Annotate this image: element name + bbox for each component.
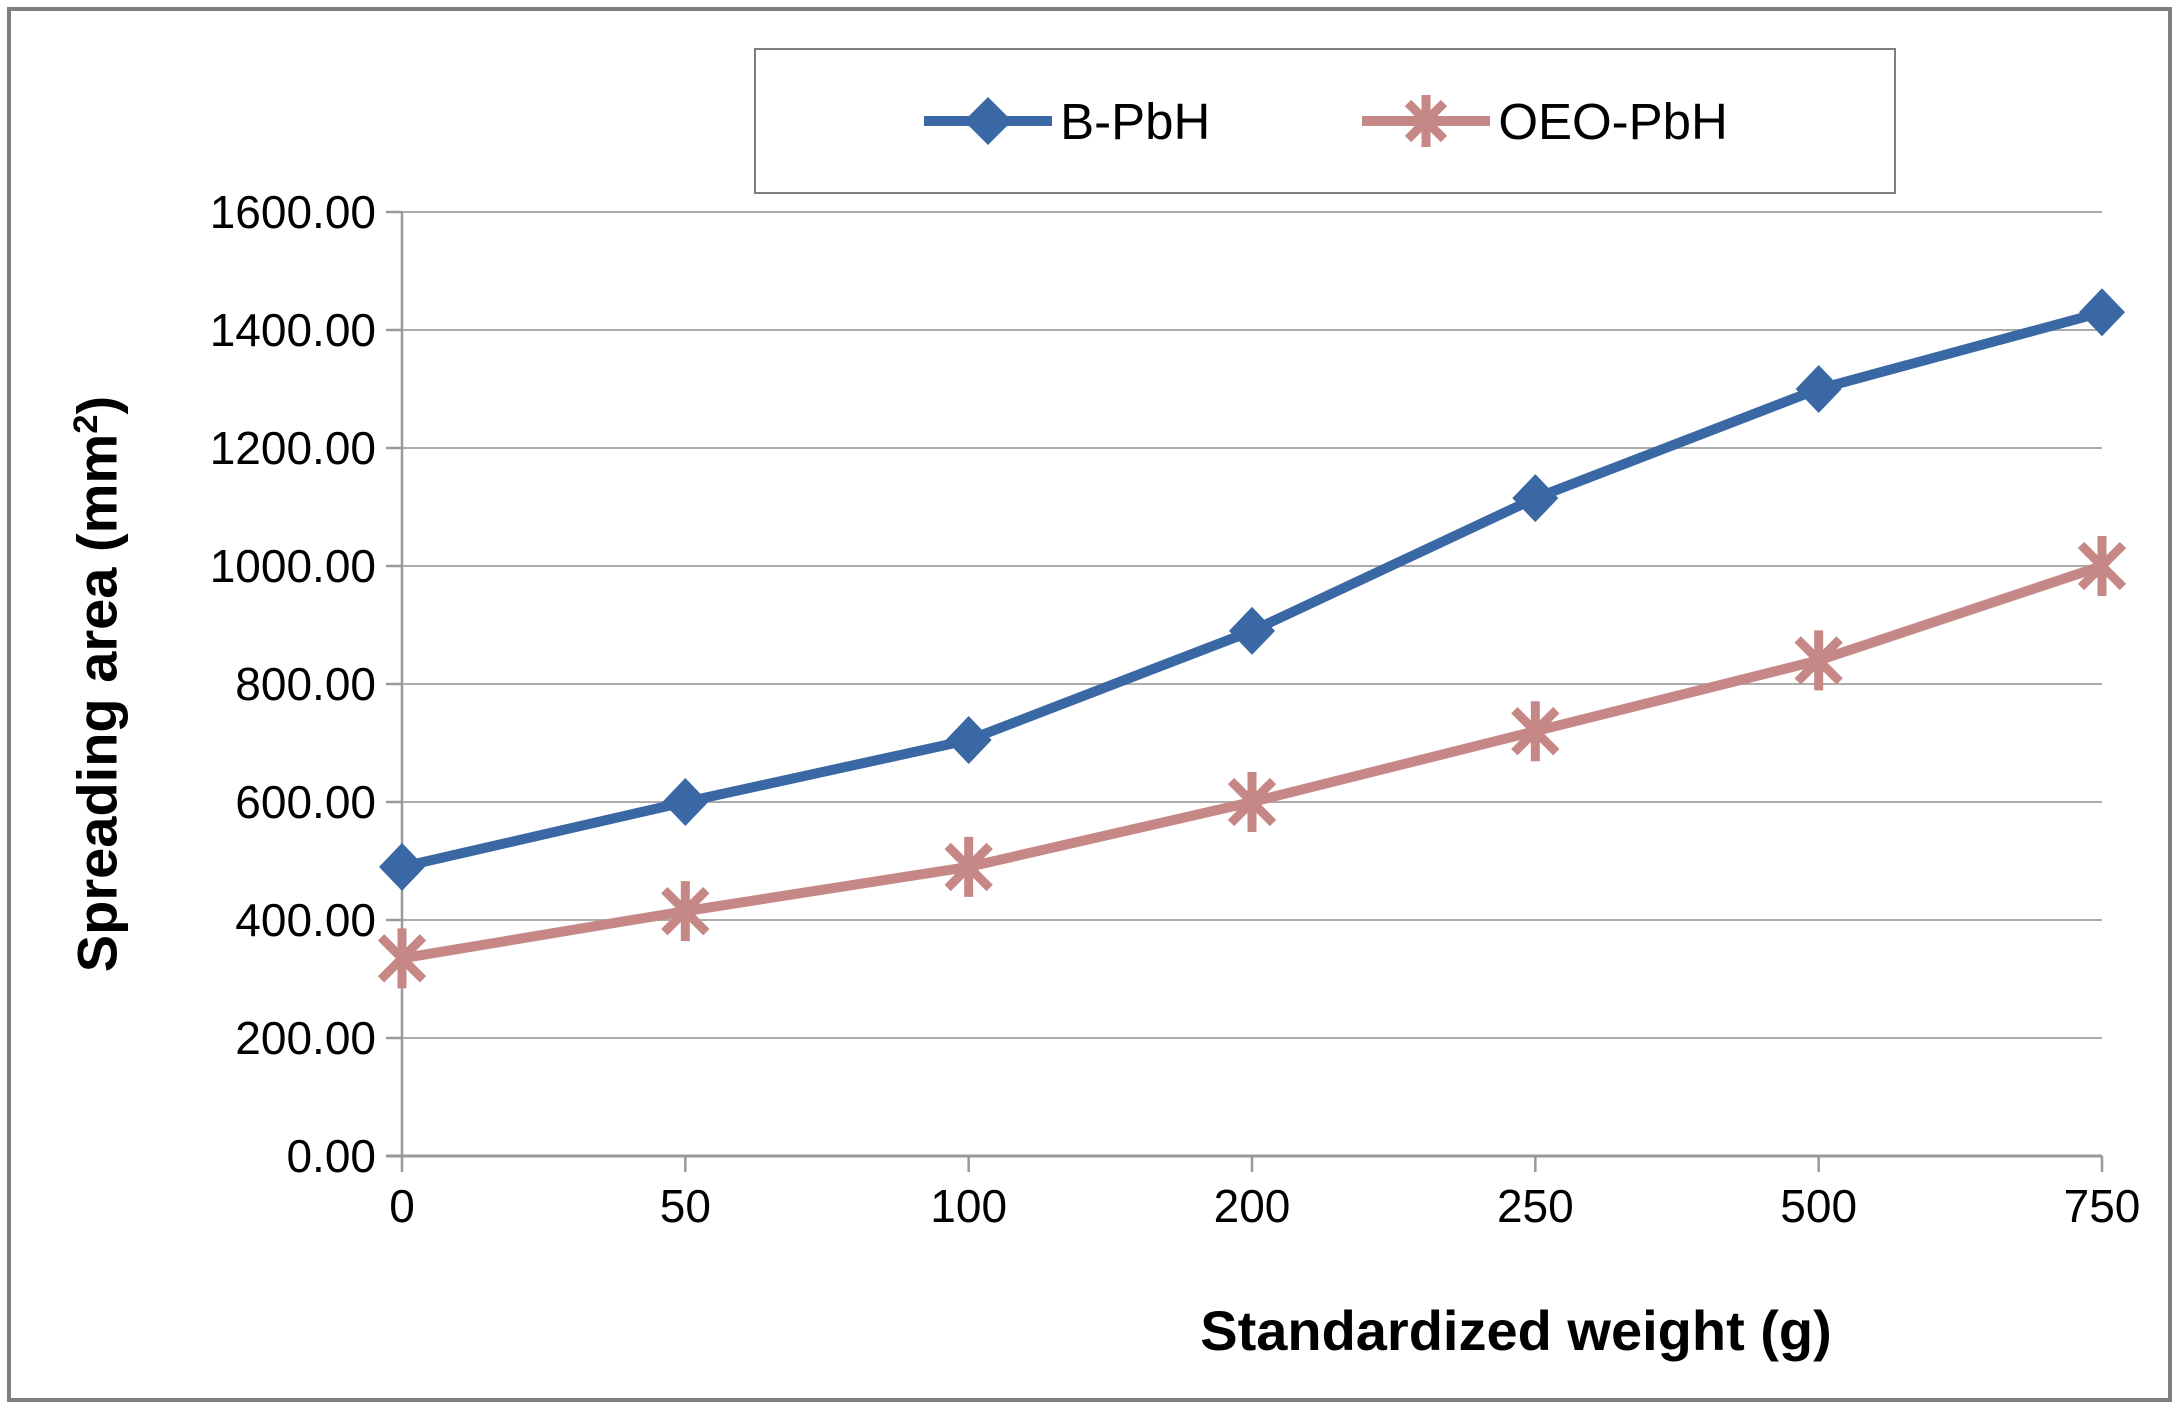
y-tick-label: 0.00 — [286, 1130, 376, 1182]
legend-entry-b-pbh[interactable]: B-PbH — [922, 89, 1210, 153]
data-point-marker-b-pbh — [379, 842, 425, 891]
data-point-marker-oeo-pbh — [2077, 536, 2127, 596]
y-tick-label: 1000.00 — [210, 540, 376, 592]
legend-label-b-pbh: B-PbH — [1060, 92, 1211, 150]
y-axis-title: Spreading area (mm2) — [65, 395, 129, 973]
x-tick-label: 100 — [930, 1180, 1007, 1232]
y-tick-label: 400.00 — [235, 894, 376, 946]
figure-border — [7, 7, 2172, 1402]
legend-label-oeo-pbh: OEO-PbH — [1498, 92, 1728, 150]
x-tick-label: 50 — [660, 1180, 711, 1232]
x-tick-label: 750 — [2064, 1180, 2141, 1232]
y-tick-label: 200.00 — [235, 1012, 376, 1064]
legend: B-PbH OEO-PbH — [754, 48, 1896, 194]
x-tick-label: 0 — [389, 1180, 415, 1232]
data-point-marker-oeo-pbh — [944, 836, 993, 897]
x-tick-label: 250 — [1497, 1180, 1574, 1232]
data-point-marker-b-pbh — [2079, 288, 2125, 337]
y-tick-label: 1600.00 — [210, 186, 376, 238]
data-point-marker-oeo-pbh — [661, 881, 710, 942]
x-tick-label: 200 — [1214, 1180, 1291, 1232]
y-tick-label: 1200.00 — [210, 422, 376, 474]
legend-diamond-marker-icon — [924, 97, 1053, 145]
data-point-marker-oeo-pbh — [1511, 701, 1560, 762]
x-tick-label: 500 — [1780, 1180, 1857, 1232]
data-point-marker-b-pbh — [1512, 474, 1559, 523]
y-tick-label: 1400.00 — [210, 304, 376, 356]
data-point-marker-b-pbh — [662, 778, 709, 826]
data-point-marker-oeo-pbh — [1794, 630, 1843, 691]
data-point-marker-oeo-pbh — [1227, 772, 1277, 832]
data-point-marker-b-pbh — [1229, 606, 1275, 655]
legend-asterisk-marker-icon — [1362, 95, 1491, 147]
y-tick-label: 600.00 — [235, 776, 376, 828]
x-axis-title: Standardized weight (g) — [1200, 1299, 1832, 1362]
y-tick-label: 800.00 — [235, 658, 376, 710]
data-point-marker-oeo-pbh — [377, 928, 427, 989]
legend-entry-oeo-pbh[interactable]: OEO-PbH — [1360, 89, 1728, 153]
data-point-marker-b-pbh — [1795, 365, 1842, 413]
data-point-marker-b-pbh — [945, 716, 992, 765]
